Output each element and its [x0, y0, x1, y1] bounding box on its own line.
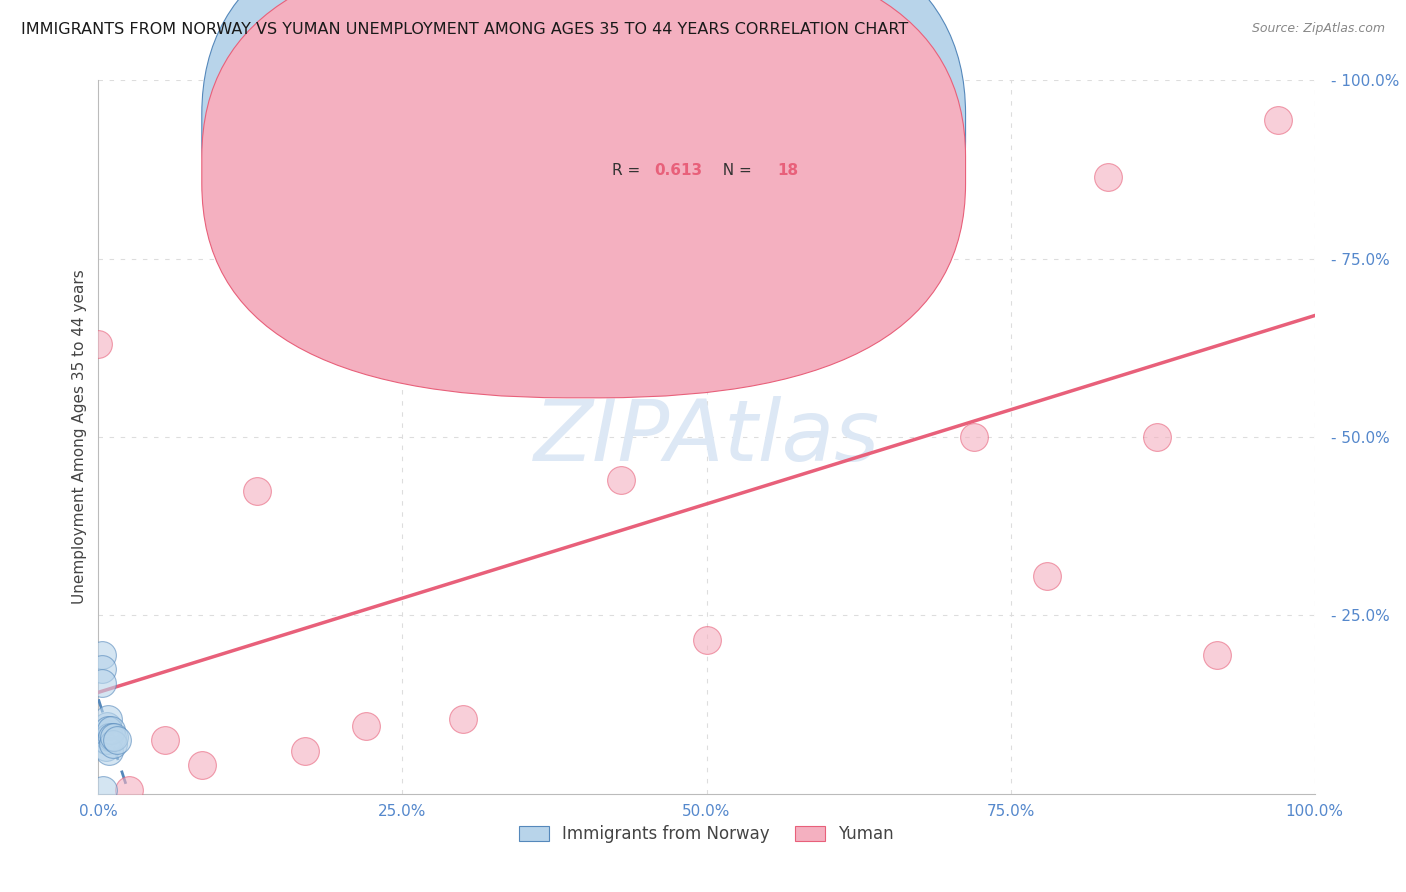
- Point: [610, 473, 633, 487]
- Text: ZIPAtlas: ZIPAtlas: [533, 395, 880, 479]
- Point: [91, 648, 114, 662]
- Point: [96, 733, 118, 747]
- Point: [118, 783, 141, 797]
- Point: [294, 744, 316, 758]
- Point: [453, 712, 475, 726]
- Point: [1036, 569, 1059, 583]
- Point: [100, 723, 122, 737]
- Point: [101, 730, 124, 744]
- Text: N =: N =: [713, 120, 756, 135]
- Legend: Immigrants from Norway, Yuman: Immigrants from Norway, Yuman: [512, 819, 901, 850]
- Point: [94, 733, 117, 747]
- Point: [245, 483, 267, 498]
- Point: [191, 758, 214, 772]
- Y-axis label: Unemployment Among Ages 35 to 44 years: Unemployment Among Ages 35 to 44 years: [72, 269, 87, 605]
- Point: [87, 337, 110, 351]
- Text: R =: R =: [612, 162, 645, 178]
- FancyBboxPatch shape: [554, 102, 859, 198]
- Point: [1097, 169, 1119, 184]
- Point: [101, 737, 124, 751]
- Text: 0.613: 0.613: [654, 162, 703, 178]
- Point: [91, 662, 114, 676]
- Point: [1267, 112, 1289, 127]
- Point: [97, 723, 120, 737]
- Point: [97, 712, 120, 726]
- Point: [103, 730, 125, 744]
- Point: [963, 430, 986, 444]
- Point: [98, 744, 121, 758]
- Point: [91, 676, 114, 690]
- Point: [155, 733, 177, 747]
- Text: IMMIGRANTS FROM NORWAY VS YUMAN UNEMPLOYMENT AMONG AGES 35 TO 44 YEARS CORRELATI: IMMIGRANTS FROM NORWAY VS YUMAN UNEMPLOY…: [21, 22, 908, 37]
- Point: [93, 726, 115, 740]
- Point: [91, 783, 114, 797]
- Point: [96, 719, 118, 733]
- Text: Source: ZipAtlas.com: Source: ZipAtlas.com: [1251, 22, 1385, 36]
- Point: [817, 291, 839, 305]
- FancyBboxPatch shape: [202, 0, 966, 398]
- Text: R =: R =: [612, 120, 645, 135]
- Point: [1146, 430, 1168, 444]
- Point: [98, 730, 121, 744]
- FancyBboxPatch shape: [202, 0, 966, 355]
- Text: 18: 18: [778, 162, 799, 178]
- Point: [877, 198, 900, 212]
- Point: [354, 719, 377, 733]
- Text: 0.217: 0.217: [654, 120, 703, 135]
- Text: 18: 18: [778, 120, 799, 135]
- Text: N =: N =: [713, 162, 756, 178]
- Point: [105, 733, 128, 747]
- Point: [94, 740, 117, 755]
- Point: [1206, 648, 1229, 662]
- Point: [696, 633, 718, 648]
